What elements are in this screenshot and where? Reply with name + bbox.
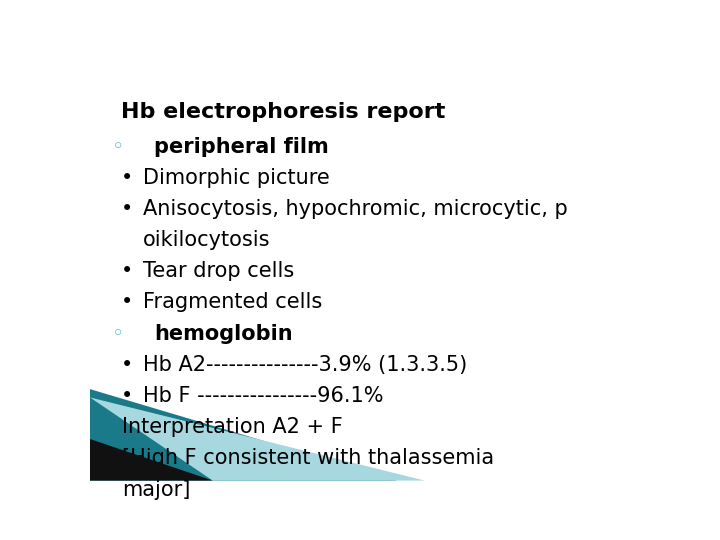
Text: Hb F ----------------96.1%: Hb F ----------------96.1%	[143, 386, 384, 406]
Text: Hb A2---------------3.9% (1.3.3.5): Hb A2---------------3.9% (1.3.3.5)	[143, 355, 467, 375]
Polygon shape	[90, 397, 425, 481]
Text: ◦: ◦	[112, 137, 125, 157]
Polygon shape	[90, 439, 213, 481]
Text: •: •	[121, 261, 133, 281]
Text: oikilocytosis: oikilocytosis	[143, 230, 271, 250]
Text: Fragmented cells: Fragmented cells	[143, 293, 323, 313]
Text: •: •	[121, 293, 133, 313]
Polygon shape	[90, 389, 397, 481]
Text: ◦: ◦	[112, 323, 125, 343]
Text: [High F consistent with thalassemia: [High F consistent with thalassemia	[122, 448, 495, 468]
Text: hemoglobin: hemoglobin	[154, 323, 293, 343]
Text: Dimorphic picture: Dimorphic picture	[143, 168, 330, 188]
Text: major]: major]	[122, 480, 191, 500]
Text: peripheral film: peripheral film	[154, 137, 329, 157]
Text: Interpretation A2 + F: Interpretation A2 + F	[122, 417, 343, 437]
Text: •: •	[121, 386, 133, 406]
Text: Tear drop cells: Tear drop cells	[143, 261, 294, 281]
Text: Anisocytosis, hypochromic, microcytic, p: Anisocytosis, hypochromic, microcytic, p	[143, 199, 568, 219]
Text: •: •	[121, 168, 133, 188]
Text: Hb electrophoresis report: Hb electrophoresis report	[121, 102, 445, 122]
Text: •: •	[121, 355, 133, 375]
Text: •: •	[121, 199, 133, 219]
